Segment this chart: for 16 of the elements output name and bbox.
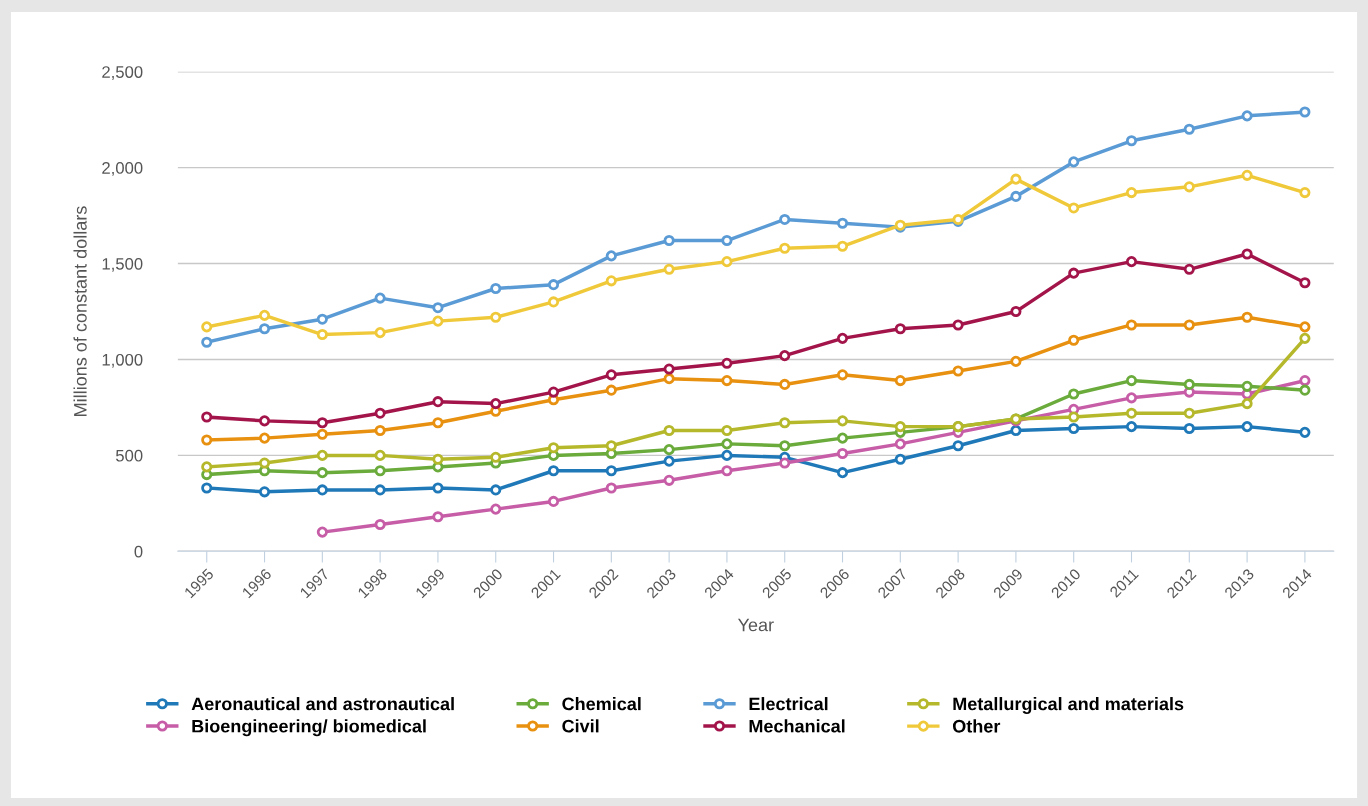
legend-label: Other xyxy=(952,719,1001,733)
y-axis-title: Millions of constant dollars xyxy=(73,206,87,416)
y-tick-label: 1,500 xyxy=(102,257,143,272)
y-tick-label: 0 xyxy=(134,545,143,558)
legend-label: Chemical xyxy=(562,697,641,711)
legend-label: Bioengineering/ biomedical xyxy=(192,719,426,737)
y-tick-label: 500 xyxy=(115,449,143,462)
legend-label: Mechanical xyxy=(749,719,845,733)
legend-label: Electrical xyxy=(749,697,828,711)
x-axis-title: Year xyxy=(737,618,774,632)
y-tick-label: 1,000 xyxy=(102,353,143,368)
y-tick-label: 2,500 xyxy=(102,66,143,80)
y-tick-label: 2,000 xyxy=(102,162,143,176)
legend-label: Aeronautical and astronautical xyxy=(191,697,454,711)
legend-label: Civil xyxy=(562,719,599,733)
legend-label: Metallurgical and materials xyxy=(953,697,1184,714)
